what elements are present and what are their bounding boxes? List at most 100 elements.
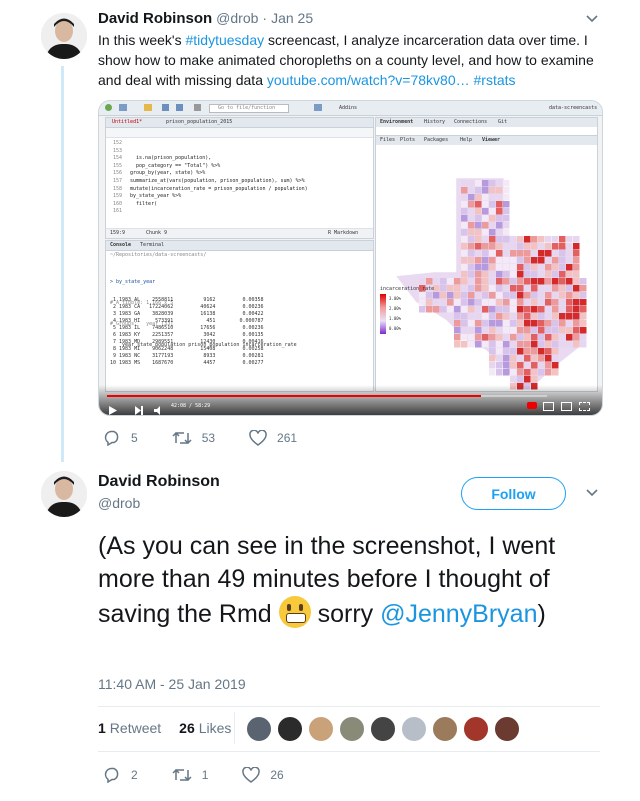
- tab-history[interactable]: History: [424, 119, 446, 125]
- console-output[interactable]: > by_state_year # A tibble: 1,166 x 5 # …: [110, 265, 297, 363]
- rstudio-toolbar: Go to file/function Addins data-screenca…: [99, 101, 602, 116]
- retweet-button[interactable]: 1: [172, 767, 208, 783]
- mention-link[interactable]: @JennyBryan: [380, 600, 538, 628]
- tweet-date[interactable]: Jan 25: [271, 10, 314, 26]
- retweets-stat[interactable]: 1 Retweet: [98, 720, 161, 736]
- code-editor[interactable]: is.na(prison_population), pop_category =…: [130, 140, 370, 224]
- volume-icon[interactable]: [154, 402, 164, 415]
- county-tile: [489, 208, 496, 215]
- county-tile: [552, 243, 559, 250]
- liker-avatar[interactable]: [308, 716, 334, 742]
- county-tile: [419, 278, 426, 285]
- likes-stat[interactable]: 26 Likes: [179, 720, 231, 736]
- tab-git[interactable]: Git: [498, 119, 508, 125]
- county-tile: [426, 306, 433, 313]
- liker-avatar[interactable]: [401, 716, 427, 742]
- county-tile: [482, 341, 489, 348]
- line-number: 158: [112, 185, 122, 192]
- county-tile: [538, 341, 545, 348]
- tab-files[interactable]: Files: [380, 137, 396, 143]
- county-tile: [566, 264, 573, 271]
- county-tile: [482, 222, 489, 229]
- county-tile: [419, 285, 426, 292]
- county-tile: [496, 348, 503, 355]
- county-tile: [461, 327, 468, 334]
- liker-avatar[interactable]: [277, 716, 303, 742]
- county-tile: [482, 334, 489, 341]
- display-name[interactable]: David Robinson: [98, 10, 213, 27]
- hashtag-link[interactable]: #rstats: [473, 72, 516, 88]
- tab-packages[interactable]: Packages: [424, 137, 449, 143]
- play-icon[interactable]: [109, 402, 117, 415]
- county-tile: [545, 250, 552, 257]
- display-name[interactable]: David Robinson: [98, 473, 220, 490]
- county-tile: [440, 306, 447, 313]
- tab-viewer[interactable]: Viewer: [482, 137, 501, 143]
- retweet-button[interactable]: 53: [172, 430, 215, 446]
- project-name[interactable]: data-screencasts: [549, 105, 598, 111]
- like-button[interactable]: 26: [242, 767, 284, 783]
- liker-avatar[interactable]: [463, 716, 489, 742]
- county-tile: [531, 362, 538, 369]
- fullscreen-icon[interactable]: [579, 402, 590, 411]
- reply-button[interactable]: 5: [103, 430, 138, 446]
- chunk-indicator[interactable]: Chunk 9: [146, 230, 168, 236]
- county-tile: [496, 369, 503, 376]
- chevron-down-icon[interactable]: [585, 485, 599, 502]
- retweet-icon: [172, 768, 192, 782]
- county-tile: [580, 292, 587, 299]
- tab-untitled[interactable]: Untitled1*: [112, 119, 143, 125]
- addins-menu[interactable]: Addins: [339, 105, 358, 111]
- county-tile: [545, 320, 552, 327]
- county-tile: [552, 320, 559, 327]
- liker-avatar[interactable]: [494, 716, 520, 742]
- county-tile: [566, 271, 573, 278]
- video-player[interactable]: Go to file/function Addins data-screenca…: [98, 100, 603, 416]
- tab-connections[interactable]: Connections: [454, 119, 488, 125]
- like-button[interactable]: 261: [249, 430, 297, 446]
- open-file-icon: [119, 104, 127, 111]
- tab-plots[interactable]: Plots: [400, 137, 416, 143]
- tab-help[interactable]: Help: [460, 137, 473, 143]
- county-tile: [559, 250, 566, 257]
- tab-console[interactable]: Console: [110, 242, 132, 248]
- chevron-down-icon[interactable]: [585, 11, 599, 28]
- county-tile: [538, 320, 545, 327]
- liker-avatar[interactable]: [339, 716, 365, 742]
- theater-icon[interactable]: [561, 402, 572, 411]
- tab-dataset[interactable]: prison_population_2015: [166, 119, 233, 125]
- county-tile: [454, 313, 461, 320]
- user-handle[interactable]: @drob: [216, 10, 259, 26]
- county-tile: [482, 180, 489, 187]
- save-all-icon: [176, 104, 183, 111]
- tab-terminal[interactable]: Terminal: [140, 242, 165, 248]
- county-tile: [496, 208, 503, 215]
- county-tile: [496, 355, 503, 362]
- avatar[interactable]: [41, 13, 87, 59]
- county-tile: [454, 341, 461, 348]
- next-icon[interactable]: [135, 402, 143, 415]
- county-tile: [517, 299, 524, 306]
- subtitles-icon[interactable]: [527, 402, 537, 409]
- county-tile: [496, 250, 503, 257]
- county-tile: [475, 306, 482, 313]
- user-handle[interactable]: @drob: [98, 495, 141, 511]
- goto-file-input[interactable]: Go to file/function: [209, 104, 289, 113]
- liker-avatar[interactable]: [246, 716, 272, 742]
- file-mode[interactable]: R Markdown: [328, 230, 359, 236]
- hashtag-link[interactable]: #tidytuesday: [185, 32, 265, 48]
- avatar[interactable]: [41, 471, 87, 517]
- tab-environment[interactable]: Environment: [380, 119, 414, 125]
- county-tile: [461, 320, 468, 327]
- follow-button[interactable]: Follow: [461, 477, 566, 510]
- miniplayer-icon[interactable]: [543, 402, 554, 411]
- url-link[interactable]: youtube.com/watch?v=78kv80…: [266, 72, 470, 88]
- liker-avatar[interactable]: [432, 716, 458, 742]
- progress-track[interactable]: [107, 395, 547, 397]
- tweet-timestamp[interactable]: 11:40 AM - 25 Jan 2019: [98, 676, 246, 692]
- reply-button[interactable]: 2: [103, 767, 138, 783]
- liker-avatar[interactable]: [370, 716, 396, 742]
- county-tile: [510, 278, 517, 285]
- county-tile: [454, 334, 461, 341]
- county-tile: [503, 208, 510, 215]
